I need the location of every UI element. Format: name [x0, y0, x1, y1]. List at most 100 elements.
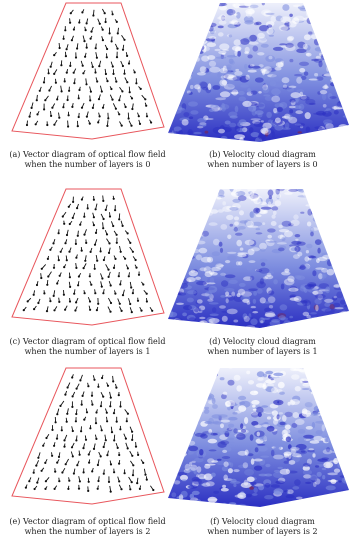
- cloud-speckle: [288, 116, 298, 124]
- cloud-speckle: [313, 135, 322, 142]
- arrow-head: [129, 241, 132, 244]
- cloud-speckle: [325, 123, 334, 130]
- arrow-head: [151, 309, 154, 312]
- cloud-speckle: [245, 493, 252, 498]
- arrow-head: [102, 445, 105, 449]
- arrow-head: [82, 72, 85, 75]
- cloud-speckle: [182, 312, 187, 317]
- cloud-speckle: [226, 444, 234, 448]
- cloud-speckle: [271, 205, 275, 208]
- arrow-head: [61, 471, 64, 474]
- cloud-speckle: [250, 481, 257, 486]
- cloud-speckle: [257, 32, 265, 39]
- cloud-speckle: [207, 83, 212, 91]
- cloud-speckle: [248, 313, 252, 320]
- arrow-head: [49, 65, 52, 68]
- cloud-speckle: [299, 91, 303, 97]
- sector-boundary: [11, 2, 165, 140]
- cloud-speckle: [178, 436, 185, 440]
- cloud-speckle: [182, 17, 189, 21]
- cloud-speckle: [259, 25, 269, 32]
- arrow-head: [80, 106, 84, 109]
- cloud-speckle: [280, 16, 291, 24]
- arrow-head: [112, 380, 115, 383]
- cloud-speckle: [321, 424, 325, 432]
- cloud-speckle: [289, 58, 294, 63]
- cloud-speckle: [198, 320, 205, 327]
- cloud-speckle: [248, 127, 254, 133]
- cloud-speckle: [187, 390, 191, 396]
- cloud-speckle: [325, 215, 329, 219]
- arrow-head: [134, 445, 138, 448]
- arrow-head: [138, 122, 142, 125]
- cloud-speckle: [186, 243, 196, 248]
- cloud-speckle: [184, 208, 191, 215]
- cloud-speckle: [334, 307, 344, 310]
- cloud-speckle: [193, 131, 202, 135]
- cloud-speckle: [194, 472, 203, 475]
- cloud-speckle: [168, 400, 176, 406]
- arrow-head: [92, 14, 95, 17]
- cloud-speckle: [282, 86, 293, 90]
- cloud-speckle: [231, 291, 236, 297]
- cloud-speckle: [329, 96, 337, 99]
- cloud-speckle: [333, 302, 341, 308]
- arrow-head: [74, 309, 77, 312]
- cloud-speckle: [204, 324, 212, 328]
- cloud-speckle: [218, 128, 225, 134]
- cloud-speckle: [333, 110, 339, 115]
- cloud-speckle: [180, 437, 189, 443]
- cloud-speckle: [231, 19, 238, 25]
- cloud-speckle: [288, 453, 292, 460]
- arrow-head: [25, 123, 29, 127]
- arrow-head: [131, 430, 134, 433]
- cloud-speckle: [201, 293, 210, 297]
- cloud-speckle: [257, 446, 268, 452]
- arrow-head: [102, 292, 105, 295]
- arrow-head: [100, 90, 103, 93]
- cloud-speckle: [302, 469, 312, 476]
- cloud-speckle: [290, 399, 300, 405]
- cloud-speckle: [192, 248, 200, 254]
- cloud-speckle: [201, 372, 210, 376]
- cloud-speckle: [194, 84, 201, 90]
- cloud-speckle: [253, 22, 259, 26]
- cloud-speckle: [220, 440, 230, 445]
- cloud-speckle: [343, 314, 349, 318]
- cloud-speckle: [228, 34, 233, 38]
- cloud-speckle: [216, 461, 227, 466]
- cloud-speckle: [336, 100, 347, 108]
- arrow-head: [26, 300, 29, 303]
- cloud-speckle: [273, 210, 277, 216]
- cloud-speckle: [198, 324, 207, 328]
- cloud-speckle: [186, 314, 196, 321]
- cloud-speckle: [205, 38, 216, 42]
- cloud-speckle: [264, 495, 274, 500]
- cloud-speckle: [332, 296, 338, 301]
- cloud-speckle: [168, 107, 172, 113]
- cloud-speckle: [328, 384, 339, 388]
- cloud-speckle: [340, 43, 349, 50]
- arrow-head: [108, 242, 111, 245]
- cloud-speckle: [327, 92, 333, 100]
- cloud-speckle: [280, 317, 289, 321]
- arrow-head: [44, 461, 47, 464]
- cloud-speckle: [172, 221, 177, 228]
- arrow-head: [90, 283, 93, 286]
- arrow-head: [98, 115, 101, 118]
- arrow-head: [135, 82, 138, 85]
- arrow-head: [91, 106, 94, 109]
- cloud-speckle: [326, 268, 335, 276]
- cloud-speckle: [305, 481, 312, 484]
- cloud-speckle: [340, 498, 349, 505]
- cloud-speckle: [258, 208, 268, 215]
- cloud-speckle: [313, 12, 317, 16]
- arrow-head: [47, 275, 50, 278]
- arrow-head: [123, 38, 126, 41]
- cloud-speckle: [238, 96, 247, 102]
- cloud-sector: [168, 189, 349, 328]
- cloud-speckle: [265, 55, 276, 63]
- arrow-head: [86, 207, 89, 210]
- arrow-head: [56, 282, 59, 285]
- cloud-speckle: [287, 35, 295, 41]
